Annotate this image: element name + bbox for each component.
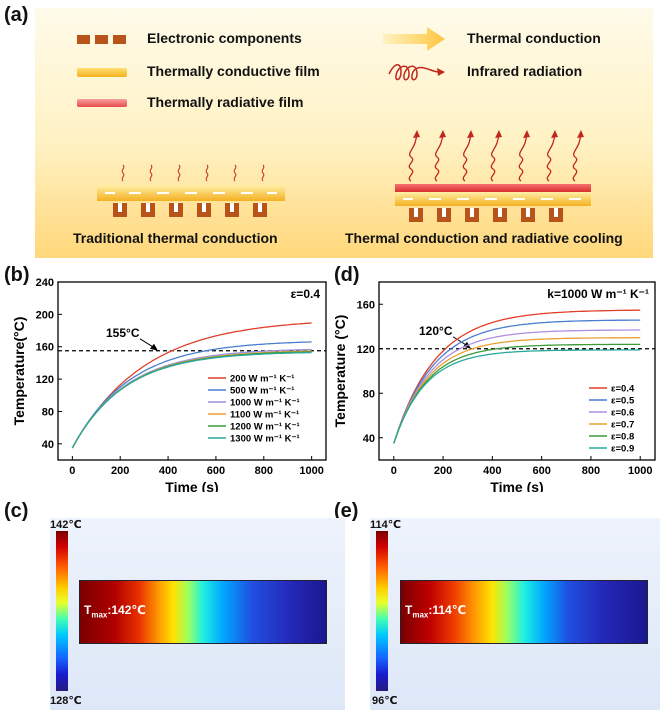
- caption-radiative: Thermal conduction and radiative cooling: [345, 230, 623, 246]
- tmax-c-value: :142℃: [107, 603, 146, 617]
- y-tick-label: 80: [42, 406, 54, 418]
- colorbar-e: [376, 531, 388, 691]
- y-axis-label: Temperature(°C): [11, 317, 27, 426]
- legend-label-5: 1300 W m⁻¹ K⁻¹: [230, 434, 300, 445]
- tmax-c-sub: max: [91, 610, 108, 620]
- threshold-label: 120°C: [419, 324, 453, 338]
- x-tick-label: 400: [483, 465, 501, 477]
- threshold-arrowhead: [150, 343, 158, 351]
- x-tick-label: 800: [582, 465, 600, 477]
- x-axis-label: Time (s): [165, 479, 218, 492]
- y-tick-label: 160: [36, 342, 54, 354]
- y-tick-label: 120: [357, 344, 375, 356]
- series-line-1: [393, 319, 641, 444]
- series-line-5: [393, 349, 641, 444]
- chart-annotation: k=1000 W m⁻¹ K⁻¹: [547, 287, 649, 301]
- chart-b: 0 200 400 600 800 1000 40 80 120 160 200 240 Time (s…: [11, 277, 327, 492]
- y-tick-label: 200: [36, 309, 54, 321]
- colorbar-c-min: 128℃: [50, 695, 82, 707]
- tmax-e-prefix: T: [405, 603, 413, 617]
- panel-label-d: (d): [334, 264, 360, 286]
- series-line-0: [393, 309, 641, 444]
- tmax-c-prefix: T: [84, 603, 92, 617]
- x-tick-label: 800: [255, 465, 273, 477]
- x-tick-label: 1000: [628, 465, 652, 477]
- radiative-cooling-diagram: [395, 130, 591, 222]
- legend-label-0: 200 W m⁻¹ K⁻¹: [230, 374, 294, 385]
- y-tick-label: 160: [357, 299, 375, 311]
- legend-label-4: ε=0.8: [611, 432, 634, 443]
- series-line-4: [393, 343, 641, 444]
- caption-traditional: Traditional thermal conduction: [73, 230, 278, 246]
- y-axis-label: Temperature (°C): [332, 315, 348, 428]
- legend-label-3: 1100 W m⁻¹ K⁻¹: [230, 410, 299, 421]
- legend-label-4: 1200 W m⁻¹ K⁻¹: [230, 422, 300, 433]
- tmax-e-value: :114℃: [428, 603, 467, 617]
- legend-radiative-film: Thermally radiative film: [147, 94, 304, 110]
- y-tick-label: 40: [363, 433, 375, 445]
- x-axis-label: Time (s): [490, 479, 543, 492]
- x-tick-label: 400: [159, 465, 177, 477]
- radiative-film-icon: [77, 99, 127, 107]
- heatmap-e: [400, 580, 648, 644]
- tmax-e-sub: max: [412, 610, 429, 620]
- electronic-components-icon: [77, 35, 126, 44]
- chart-annotation: ε=0.4: [291, 287, 321, 301]
- x-tick-label: 0: [69, 465, 75, 477]
- traditional-conduction-diagram: [97, 164, 285, 217]
- x-tick-label: 0: [391, 465, 397, 477]
- x-tick-label: 200: [434, 465, 452, 477]
- series-line-2: [393, 329, 641, 444]
- legend-thermal-conduction: Thermal conduction: [467, 30, 601, 46]
- tmax-e-label: Tmax:114℃: [405, 603, 466, 619]
- x-tick-label: 600: [532, 465, 550, 477]
- x-tick-label: 600: [207, 465, 225, 477]
- legend-label-3: ε=0.7: [611, 420, 634, 431]
- series-line-0: [71, 322, 312, 449]
- panel-label-e: (e): [334, 500, 359, 522]
- y-tick-label: 80: [363, 388, 375, 400]
- series-line-5: [71, 351, 312, 449]
- legend-label-2: 1000 W m⁻¹ K⁻¹: [230, 398, 300, 409]
- colorbar-e-max: 114℃: [370, 519, 402, 531]
- panel-label-c: (c): [4, 500, 29, 522]
- legend-label-2: ε=0.6: [611, 408, 634, 419]
- colorbar-c-max: 142℃: [50, 519, 82, 531]
- y-tick-label: 120: [36, 374, 54, 386]
- threshold-label: 155°C: [106, 326, 140, 340]
- legend-conductive-film: Thermally conductive film: [147, 63, 320, 79]
- chart-d: 0 200 400 600 800 1000 40 80 120 160 Time (s) Tempe…: [332, 281, 656, 492]
- schematic-panel: Electronic components Thermally conducti…: [35, 8, 653, 258]
- legend-label-5: ε=0.9: [611, 444, 634, 455]
- series-line-3: [393, 337, 641, 444]
- legend-electronic: Electronic components: [147, 30, 302, 46]
- panel-label-a: (a): [4, 4, 29, 26]
- legend-label-1: 500 W m⁻¹ K⁻¹: [230, 386, 294, 397]
- tmax-c-label: Tmax:142℃: [84, 603, 146, 619]
- panel-label-b: (b): [4, 264, 30, 286]
- plot-frame: [57, 281, 327, 461]
- infrared-radiation-icon: [388, 64, 445, 81]
- y-tick-label: 240: [36, 277, 54, 289]
- y-tick-label: 40: [42, 439, 54, 451]
- legend-infrared: Infrared radiation: [467, 63, 583, 79]
- legend-label-1: ε=0.5: [611, 396, 635, 407]
- heatmap-c: [79, 580, 327, 644]
- legend-label-0: ε=0.4: [611, 384, 635, 395]
- x-tick-label: 200: [111, 465, 129, 477]
- conductive-film-icon: [77, 68, 127, 77]
- x-tick-label: 1000: [299, 465, 323, 477]
- series-line-1: [71, 341, 312, 449]
- plot-frame: [378, 281, 656, 461]
- colorbar-c: [56, 531, 68, 691]
- thermal-conduction-arrow-icon: [383, 27, 445, 51]
- colorbar-e-min: 96℃: [372, 695, 398, 707]
